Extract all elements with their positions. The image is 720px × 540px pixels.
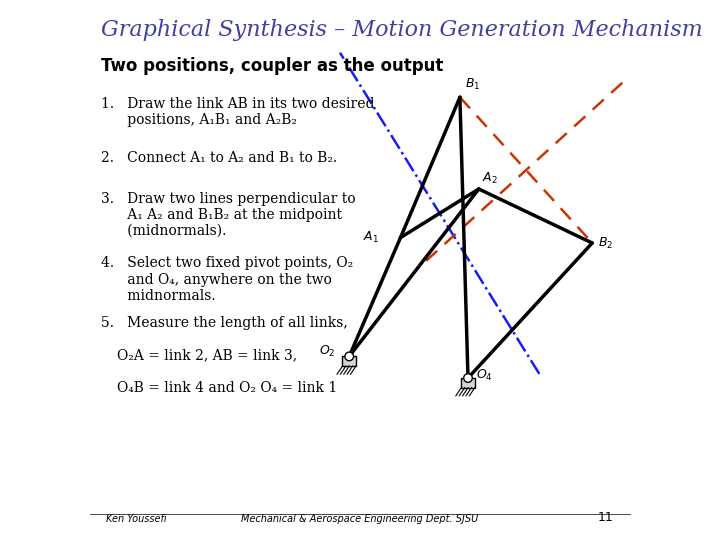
Text: O₂A = link 2, AB = link 3,: O₂A = link 2, AB = link 3, [117, 348, 297, 362]
Text: 3.   Draw two lines perpendicular to
      A₁ A₂ and B₁B₂ at the midpoint
      : 3. Draw two lines perpendicular to A₁ A₂… [101, 192, 356, 238]
Text: 4.   Select two fixed pivot points, O₂
      and O₄, anywhere on the two
      m: 4. Select two fixed pivot points, O₂ and… [101, 256, 353, 303]
Text: Mechanical & Aerospace Engineering Dept. SJSU: Mechanical & Aerospace Engineering Dept.… [241, 514, 479, 524]
Text: $B_1$: $B_1$ [465, 77, 481, 92]
Text: $O_2$: $O_2$ [319, 343, 336, 359]
Text: $B_2$: $B_2$ [598, 235, 613, 251]
Text: Two positions, coupler as the output: Two positions, coupler as the output [101, 57, 444, 75]
Text: $A_1$: $A_1$ [363, 230, 379, 245]
FancyBboxPatch shape [343, 356, 356, 366]
Text: $O_4$: $O_4$ [476, 368, 493, 383]
Text: $A_2$: $A_2$ [482, 171, 498, 186]
Circle shape [464, 374, 472, 382]
Text: O₄B = link 4 and O₂ O₄ = link 1: O₄B = link 4 and O₂ O₄ = link 1 [117, 381, 337, 395]
Text: Graphical Synthesis – Motion Generation Mechanism: Graphical Synthesis – Motion Generation … [101, 19, 703, 41]
FancyBboxPatch shape [462, 378, 474, 388]
Text: 2.   Connect A₁ to A₂ and B₁ to B₂.: 2. Connect A₁ to A₂ and B₁ to B₂. [101, 151, 337, 165]
Circle shape [345, 352, 354, 361]
Text: 5.   Measure the length of all links,: 5. Measure the length of all links, [101, 316, 348, 330]
Text: 1.   Draw the link AB in its two desired
      positions, A₁B₁ and A₂B₂: 1. Draw the link AB in its two desired p… [101, 97, 374, 127]
Text: 11: 11 [598, 511, 613, 524]
Text: Ken Youssefi: Ken Youssefi [107, 514, 167, 524]
